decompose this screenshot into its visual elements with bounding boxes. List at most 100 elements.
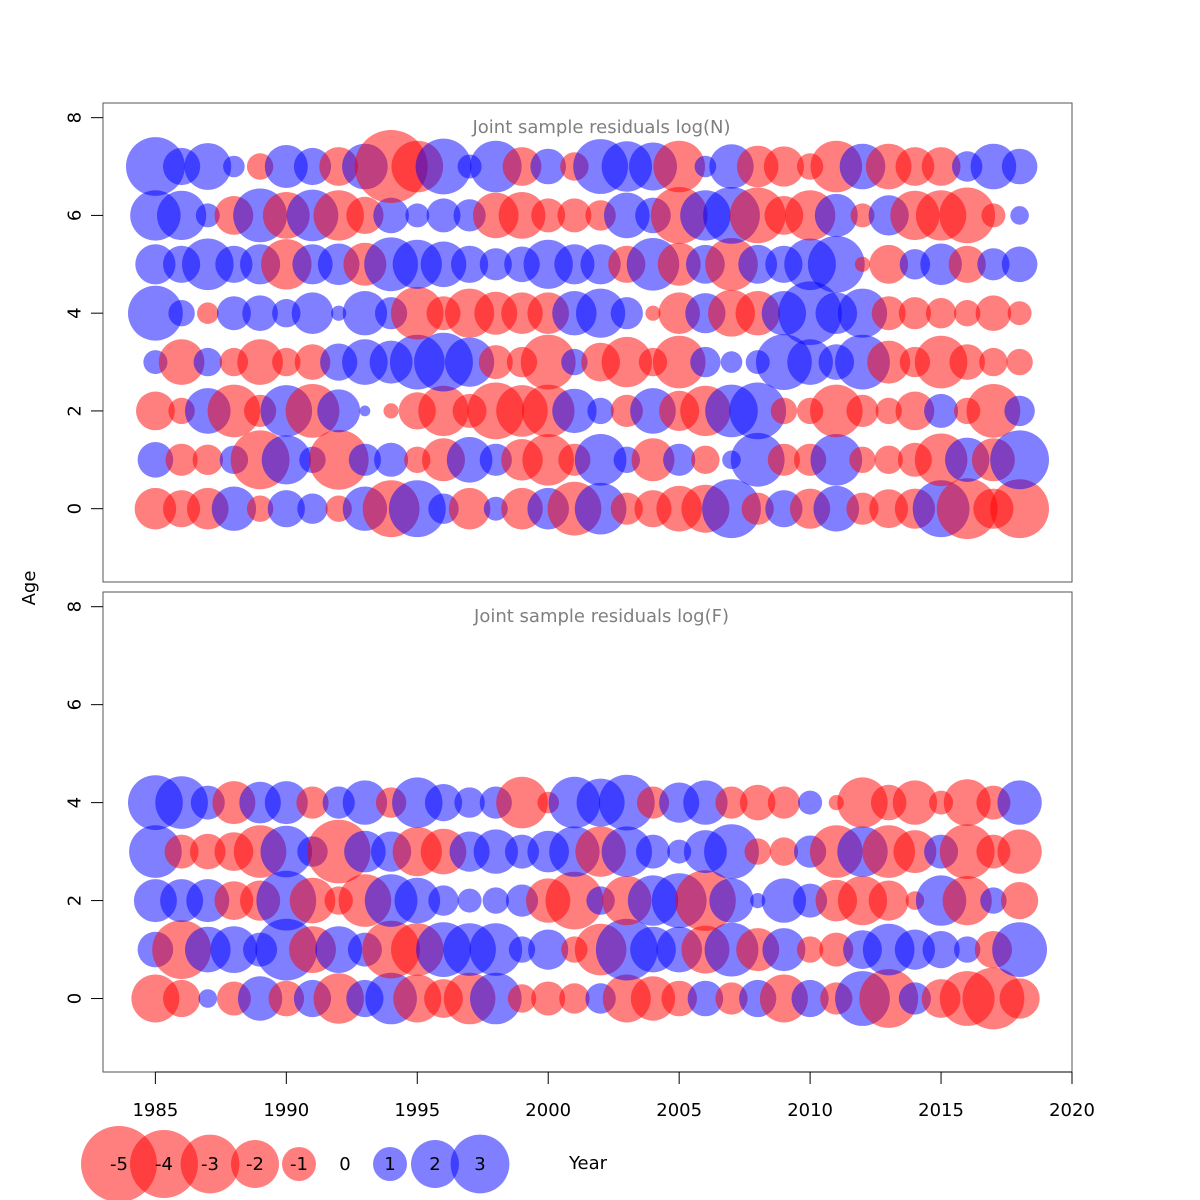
residual-bubble — [528, 929, 569, 970]
residual-bubble — [813, 485, 860, 532]
residual-bubble — [761, 878, 807, 923]
residual-bubble — [374, 442, 409, 477]
residual-bubble — [498, 192, 546, 239]
residual-bubble — [653, 140, 705, 193]
x-tick-label: 2015 — [918, 1100, 964, 1121]
residual-bubble — [691, 445, 720, 474]
residual-bubble — [1004, 395, 1035, 427]
residual-bubble — [264, 781, 308, 825]
y-tick-label: 0 — [64, 503, 85, 514]
residual-bubble — [1010, 206, 1029, 225]
residual-bubble — [763, 146, 805, 187]
x-tick-label: 2005 — [656, 1100, 702, 1121]
y-tick-label: 2 — [64, 405, 85, 416]
residual-bubble — [690, 346, 721, 378]
residual-bubble — [999, 978, 1040, 1019]
residual-bubble — [750, 893, 766, 909]
legend-bubble — [411, 1140, 459, 1188]
residual-bubble — [289, 877, 336, 924]
residual-bubble — [604, 192, 650, 239]
plot-frame — [102, 102, 1073, 583]
legend-bubble — [373, 1147, 407, 1181]
residual-bubble — [264, 145, 308, 188]
residual-bubble — [966, 384, 1021, 438]
residual-bubble — [992, 922, 1047, 977]
legend-bubble — [130, 1130, 198, 1198]
x-tick-label: 2000 — [525, 1100, 571, 1121]
residual-bubble — [184, 143, 232, 190]
residual-bubble — [420, 241, 467, 288]
residual-bubble — [129, 825, 182, 878]
residual-bubble — [954, 300, 981, 327]
residual-bubble — [479, 248, 512, 281]
residual-bubble — [135, 244, 176, 285]
residual-bubble — [1001, 882, 1039, 920]
residual-bubble — [1001, 246, 1038, 283]
residual-bubble — [448, 487, 491, 530]
residual-bubble — [195, 203, 220, 228]
residual-bubble — [296, 786, 329, 819]
residual-bubble — [922, 931, 960, 969]
residual-bubble — [997, 829, 1042, 874]
residual-bubble — [134, 487, 177, 530]
residual-bubble — [576, 288, 626, 338]
residual-bubble — [739, 784, 776, 821]
residual-bubble — [246, 495, 274, 522]
y-axis-label: Age — [19, 571, 40, 606]
residual-bubble — [977, 248, 1010, 281]
residual-bubble — [260, 825, 313, 878]
residual-bubble — [242, 295, 278, 332]
residual-bubble — [924, 393, 959, 428]
residual-bubble — [291, 292, 334, 335]
residual-bubble — [846, 394, 879, 427]
residual-bubble — [1007, 301, 1032, 326]
residual-bubble — [921, 147, 961, 186]
legend-bubble — [231, 1140, 279, 1188]
residual-bubble — [261, 435, 311, 485]
residual-bubble — [730, 432, 785, 487]
residual-bubble — [478, 345, 513, 380]
residual-bubble — [601, 336, 652, 388]
residual-bubble — [193, 347, 222, 377]
residual-bubble — [729, 382, 787, 440]
residual-bubble — [798, 790, 823, 815]
residual-bubble — [531, 198, 566, 233]
residual-bubble — [663, 443, 696, 476]
residual-bubble — [871, 296, 906, 331]
residual-bubble — [939, 187, 996, 244]
residual-bubble — [796, 936, 824, 963]
legend-label: -5 — [110, 1154, 128, 1175]
residual-bubble — [610, 297, 643, 330]
residual-bubble — [875, 397, 902, 425]
residual-bubble — [502, 147, 542, 186]
residual-bubble — [939, 824, 995, 879]
residual-bubble — [424, 784, 463, 822]
residual-bubble — [869, 244, 909, 284]
residual-bubble — [854, 256, 871, 272]
panel-title: Joint sample residuals log(N) — [471, 117, 730, 138]
residual-bubble — [561, 348, 588, 376]
residual-bubble — [428, 885, 459, 916]
panel-log-f: Joint sample residuals log(F) 0 2 4 6 8 — [64, 591, 1073, 1073]
x-tick-label: 1995 — [394, 1100, 440, 1121]
residual-bubble — [574, 434, 627, 486]
residual-bubble — [508, 936, 536, 963]
residual-bubble — [268, 980, 305, 1017]
residual-bubble — [426, 198, 461, 233]
residual-bubble — [975, 295, 1012, 332]
residual-bubble — [454, 787, 485, 818]
residual-bubble — [767, 786, 801, 819]
residual-bubble — [980, 887, 1007, 914]
residual-bubble — [522, 434, 574, 486]
residual-bubble — [859, 969, 919, 1028]
residual-bubble — [388, 480, 446, 538]
residual-bubble — [892, 780, 938, 825]
y-tick-label: 6 — [64, 699, 85, 710]
residual-bubble — [415, 138, 472, 195]
residual-bubble — [127, 285, 183, 341]
y-tick-label: 8 — [64, 112, 85, 123]
residual-bubble — [787, 339, 833, 385]
legend-label: 1 — [384, 1154, 395, 1175]
residual-bubble — [520, 334, 576, 390]
residual-bubble — [359, 405, 371, 417]
